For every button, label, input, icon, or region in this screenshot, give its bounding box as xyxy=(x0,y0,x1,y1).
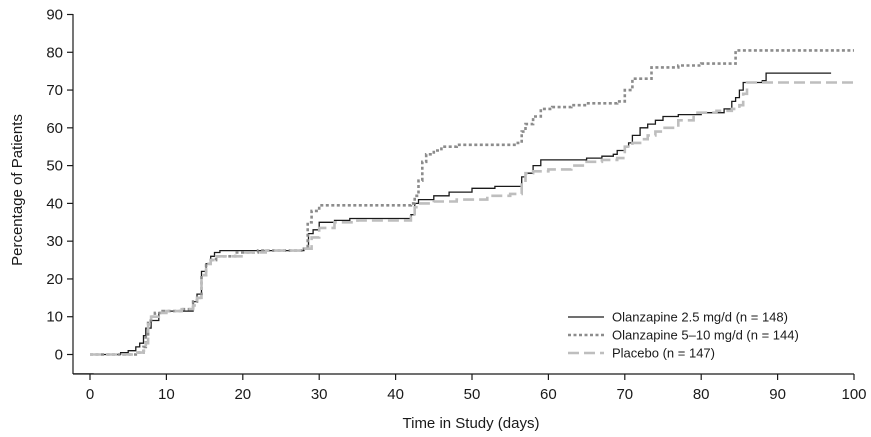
y-tick-label: 30 xyxy=(46,233,63,250)
legend-label-1: Olanzapine 2.5 mg/d (n = 148) xyxy=(612,310,788,325)
y-tick-label: 20 xyxy=(46,271,63,288)
y-tick-label: 40 xyxy=(46,195,63,212)
series-layer xyxy=(90,49,854,356)
y-tick-label: 50 xyxy=(46,158,63,175)
x-tick-label: 0 xyxy=(86,386,94,403)
x-tick-label: 50 xyxy=(464,386,481,403)
y-tick-label: 0 xyxy=(55,347,63,364)
series-line-1 xyxy=(90,72,832,356)
x-tick-label: 10 xyxy=(158,386,175,403)
legend-label-3: Placebo (n = 147) xyxy=(612,346,715,361)
axes: 0 10 20 30 40 50 60 70 80 90 0 10 20 30 40 50 60 70 80 90 10… xyxy=(46,7,866,404)
y-tick-label: 90 xyxy=(46,7,63,24)
x-tick-label: 70 xyxy=(616,386,633,403)
y-tick-label: 80 xyxy=(46,44,63,61)
x-tick-label: 80 xyxy=(693,386,710,403)
x-tick-label: 40 xyxy=(387,386,404,403)
y-axis-label: Percentage of Patients xyxy=(9,114,26,266)
x-axis-label: Time in Study (days) xyxy=(403,415,540,432)
x-tick-label: 20 xyxy=(234,386,251,403)
y-tick-label: 10 xyxy=(46,309,63,326)
x-tick-label: 30 xyxy=(311,386,328,403)
legend-label-2: Olanzapine 5–10 mg/d (n = 144) xyxy=(612,328,799,343)
x-tick-label: 90 xyxy=(769,386,786,403)
x-tick-label: 60 xyxy=(540,386,557,403)
y-tick-label: 70 xyxy=(46,82,63,99)
series-line-3 xyxy=(90,81,854,356)
legend: Olanzapine 2.5 mg/d (n = 148) Olanzapine … xyxy=(568,310,799,361)
y-tick-label: 60 xyxy=(46,120,63,137)
x-tick-label: 100 xyxy=(841,386,866,403)
